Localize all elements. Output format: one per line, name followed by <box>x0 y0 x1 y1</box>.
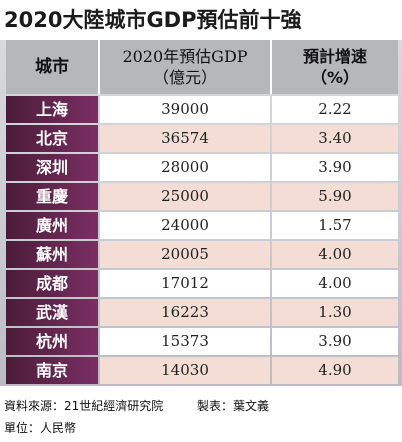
unit-text: 單位：人民幣 <box>4 421 77 435</box>
table-row: 深圳 28000 3.90 <box>6 154 398 181</box>
header-divider <box>98 40 100 94</box>
source-line: 資料來源：21世紀經濟研究院 製表：葉文義 <box>4 398 269 414</box>
table-row: 上海 39000 2.22 <box>6 96 398 123</box>
header-rate-line2: （%） <box>310 68 360 87</box>
gdp-table: 城市 2020年預估GDP （億元） 預計增速 （%） 上海 39000 2.22 北… <box>0 40 402 386</box>
table-row: 廣州 24000 1.57 <box>6 212 398 239</box>
table-row: 蘇州 20005 4.00 <box>6 241 398 268</box>
header-divider <box>270 40 272 94</box>
cell-gdp: 28000 <box>100 154 270 181</box>
header-rate-line1: 預計增速 <box>302 47 367 66</box>
table-row: 北京 36574 3.40 <box>6 125 398 152</box>
cell-gdp: 39000 <box>100 96 270 123</box>
header-gdp: 2020年預估GDP （億元） <box>100 40 270 94</box>
cell-city: 深圳 <box>6 154 98 181</box>
header-city-label: 城市 <box>35 56 69 77</box>
cell-rate: 1.30 <box>272 299 398 326</box>
cell-city: 廣州 <box>6 212 98 239</box>
chart-title: 2020大陸城市GDP預估前十強 <box>4 8 302 32</box>
cell-gdp: 15373 <box>100 328 270 355</box>
table-header: 城市 2020年預估GDP （億元） 預計增速 （%） <box>6 40 398 94</box>
header-gdp-line2: （億元） <box>152 68 217 87</box>
source-text: 資料來源：21世紀經濟研究院 <box>4 399 164 413</box>
header-rate: 預計增速 （%） <box>272 40 398 94</box>
header-gdp-line1: 2020年預估GDP <box>122 47 248 66</box>
cell-rate: 4.00 <box>272 270 398 297</box>
cell-rate: 4.00 <box>272 241 398 268</box>
table-row: 杭州 15373 3.90 <box>6 328 398 355</box>
header-city: 城市 <box>6 40 98 94</box>
cell-gdp: 14030 <box>100 357 270 384</box>
cell-rate: 3.90 <box>272 154 398 181</box>
cell-gdp: 36574 <box>100 125 270 152</box>
cell-city: 上海 <box>6 96 98 123</box>
cell-gdp: 25000 <box>100 183 270 210</box>
cell-rate: 2.22 <box>272 96 398 123</box>
cell-city: 蘇州 <box>6 241 98 268</box>
cell-city: 成都 <box>6 270 98 297</box>
cell-city: 重慶 <box>6 183 98 210</box>
table-row: 成都 17012 4.00 <box>6 270 398 297</box>
table-row: 南京 14030 4.90 <box>6 357 398 384</box>
cell-city: 南京 <box>6 357 98 384</box>
cell-rate: 4.90 <box>272 357 398 384</box>
cell-gdp: 24000 <box>100 212 270 239</box>
cell-city: 杭州 <box>6 328 98 355</box>
cell-gdp: 16223 <box>100 299 270 326</box>
maker-text: 製表：葉文義 <box>196 399 269 413</box>
cell-rate: 3.90 <box>272 328 398 355</box>
cell-rate: 5.90 <box>272 183 398 210</box>
table-row: 重慶 25000 5.90 <box>6 183 398 210</box>
table-row: 武漢 16223 1.30 <box>6 299 398 326</box>
cell-city: 武漢 <box>6 299 98 326</box>
cell-gdp: 17012 <box>100 270 270 297</box>
cell-rate: 1.57 <box>272 212 398 239</box>
cell-rate: 3.40 <box>272 125 398 152</box>
cell-gdp: 20005 <box>100 241 270 268</box>
cell-city: 北京 <box>6 125 98 152</box>
